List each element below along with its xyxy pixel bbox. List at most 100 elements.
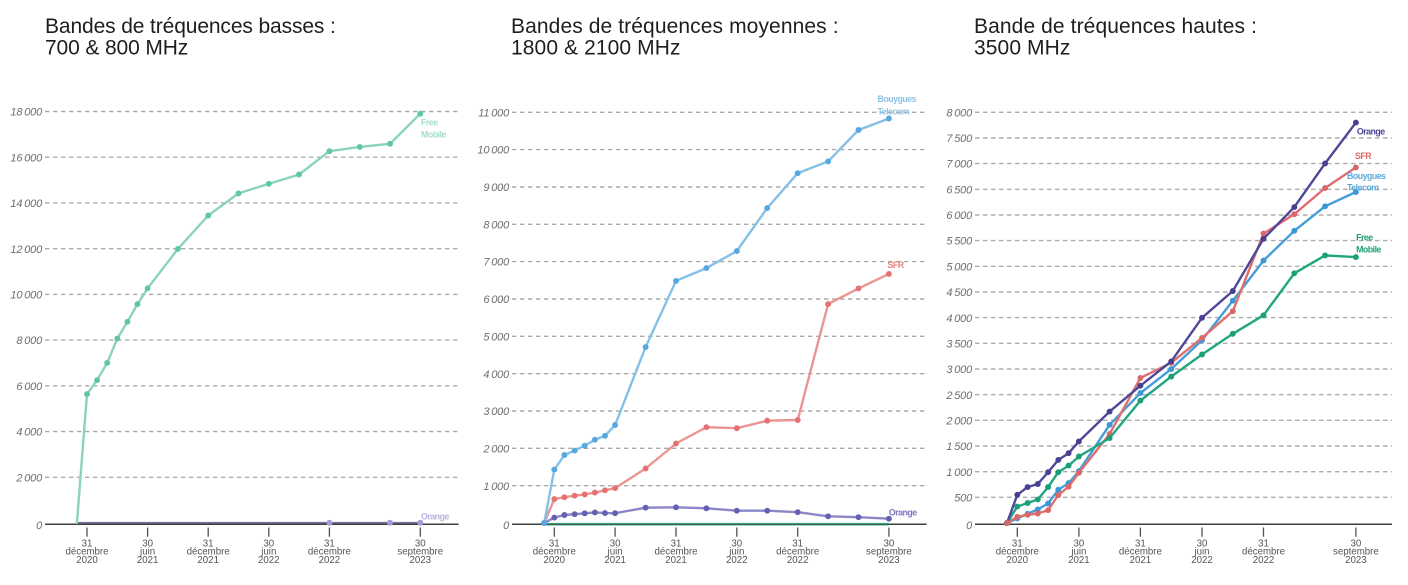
- svg-text:SFR: SFR: [888, 260, 905, 270]
- svg-text:3 000: 3 000: [946, 364, 973, 376]
- svg-text:2023: 2023: [1345, 555, 1367, 566]
- svg-text:Bande de tréquences hautes :: Bande de tréquences hautes :: [974, 15, 1257, 38]
- svg-text:31: 31: [1258, 538, 1269, 549]
- svg-text:Orange: Orange: [421, 512, 449, 522]
- svg-text:6 500: 6 500: [946, 184, 973, 196]
- svg-text:8 000: 8 000: [946, 107, 973, 119]
- svg-text:30: 30: [884, 538, 895, 549]
- svg-text:2 000: 2 000: [945, 415, 973, 427]
- svg-text:700 & 800 MHz: 700 & 800 MHz: [45, 37, 188, 60]
- svg-text:Bouygues: Bouygues: [1347, 171, 1386, 181]
- svg-text:3 000: 3 000: [483, 406, 510, 418]
- svg-text:Bouygues: Bouygues: [878, 94, 917, 104]
- svg-text:juin: juin: [607, 547, 623, 558]
- svg-text:1 000: 1 000: [946, 467, 973, 479]
- svg-text:6 000: 6 000: [946, 210, 973, 222]
- svg-text:décembre: décembre: [776, 547, 819, 558]
- svg-text:9 000: 9 000: [483, 182, 510, 194]
- svg-text:SFR: SFR: [1355, 151, 1372, 161]
- svg-text:30: 30: [1074, 538, 1085, 549]
- svg-text:2022: 2022: [1253, 555, 1275, 566]
- svg-text:septembre: septembre: [866, 547, 912, 558]
- svg-text:2023: 2023: [878, 555, 900, 566]
- svg-text:7 000: 7 000: [483, 257, 510, 269]
- svg-text:2021: 2021: [137, 555, 159, 566]
- svg-text:1 500: 1 500: [946, 441, 973, 453]
- svg-text:500: 500: [954, 492, 973, 504]
- svg-text:30: 30: [1351, 538, 1362, 549]
- svg-text:31: 31: [324, 538, 335, 549]
- svg-text:4 000: 4 000: [483, 369, 510, 381]
- svg-text:2021: 2021: [665, 555, 687, 566]
- svg-text:3 500: 3 500: [946, 338, 973, 350]
- svg-text:12 000: 12 000: [10, 244, 43, 256]
- svg-text:2020: 2020: [544, 555, 566, 566]
- svg-text:6 000: 6 000: [16, 381, 43, 393]
- svg-text:5 000: 5 000: [946, 261, 973, 273]
- svg-text:juin: juin: [139, 547, 155, 558]
- svg-text:30: 30: [731, 538, 742, 549]
- svg-text:juin: juin: [260, 547, 276, 558]
- svg-text:5 500: 5 500: [946, 236, 973, 248]
- svg-text:2021: 2021: [604, 555, 626, 566]
- svg-text:décembre: décembre: [65, 547, 108, 558]
- svg-text:décembre: décembre: [533, 547, 576, 558]
- svg-text:Telecom: Telecom: [878, 107, 910, 117]
- svg-text:7 500: 7 500: [946, 133, 973, 145]
- svg-text:2022: 2022: [726, 555, 748, 566]
- svg-text:décembre: décembre: [654, 547, 697, 558]
- svg-text:décembre: décembre: [308, 547, 351, 558]
- svg-text:juin: juin: [728, 547, 744, 558]
- svg-text:2021: 2021: [197, 555, 219, 566]
- svg-text:1800 & 2100 MHz: 1800 & 2100 MHz: [511, 37, 681, 60]
- svg-text:2 000: 2 000: [482, 443, 510, 455]
- svg-text:11 000: 11 000: [478, 107, 510, 119]
- svg-text:4 500: 4 500: [946, 287, 973, 299]
- svg-text:septembre: septembre: [397, 547, 443, 558]
- svg-text:4 000: 4 000: [946, 313, 973, 325]
- svg-text:7 000: 7 000: [946, 159, 973, 171]
- svg-text:juin: juin: [1070, 547, 1086, 558]
- svg-text:décembre: décembre: [187, 547, 230, 558]
- svg-text:8 000: 8 000: [16, 335, 43, 347]
- svg-text:10 000: 10 000: [477, 145, 510, 157]
- svg-text:5 000: 5 000: [483, 331, 510, 343]
- svg-text:31: 31: [1012, 538, 1023, 549]
- svg-text:30: 30: [263, 538, 274, 549]
- svg-text:2023: 2023: [410, 555, 432, 566]
- svg-text:Telecom: Telecom: [1347, 182, 1379, 192]
- svg-text:septembre: septembre: [1333, 547, 1379, 558]
- svg-text:31: 31: [792, 538, 803, 549]
- svg-text:10 000: 10 000: [10, 290, 43, 302]
- svg-text:décembre: décembre: [996, 547, 1039, 558]
- svg-text:31: 31: [1135, 538, 1146, 549]
- svg-text:30: 30: [1197, 538, 1208, 549]
- svg-text:juin: juin: [1193, 547, 1209, 558]
- svg-text:31: 31: [82, 538, 93, 549]
- svg-text:31: 31: [671, 538, 682, 549]
- svg-text:31: 31: [203, 538, 214, 549]
- svg-text:6 000: 6 000: [483, 294, 510, 306]
- svg-text:1 000: 1 000: [483, 481, 510, 493]
- svg-text:2022: 2022: [258, 555, 280, 566]
- svg-text:16 000: 16 000: [10, 152, 43, 164]
- svg-text:2020: 2020: [76, 555, 98, 566]
- svg-text:14 000: 14 000: [10, 198, 43, 210]
- svg-text:2020: 2020: [1007, 555, 1029, 566]
- svg-text:2021: 2021: [1068, 555, 1090, 566]
- svg-text:31: 31: [549, 538, 560, 549]
- svg-text:décembre: décembre: [1242, 547, 1285, 558]
- svg-text:Orange: Orange: [1357, 127, 1385, 137]
- svg-text:30: 30: [415, 538, 426, 549]
- svg-text:2 000: 2 000: [15, 472, 43, 484]
- svg-text:décembre: décembre: [1119, 547, 1162, 558]
- svg-text:30: 30: [142, 538, 153, 549]
- svg-text:Free: Free: [1356, 232, 1373, 242]
- svg-text:Free: Free: [421, 118, 438, 128]
- svg-text:0: 0: [503, 520, 510, 532]
- svg-text:3500 MHz: 3500 MHz: [974, 37, 1071, 60]
- svg-text:30: 30: [610, 538, 621, 549]
- svg-text:8 000: 8 000: [483, 219, 510, 231]
- svg-text:0: 0: [966, 520, 973, 532]
- svg-text:2022: 2022: [319, 555, 341, 566]
